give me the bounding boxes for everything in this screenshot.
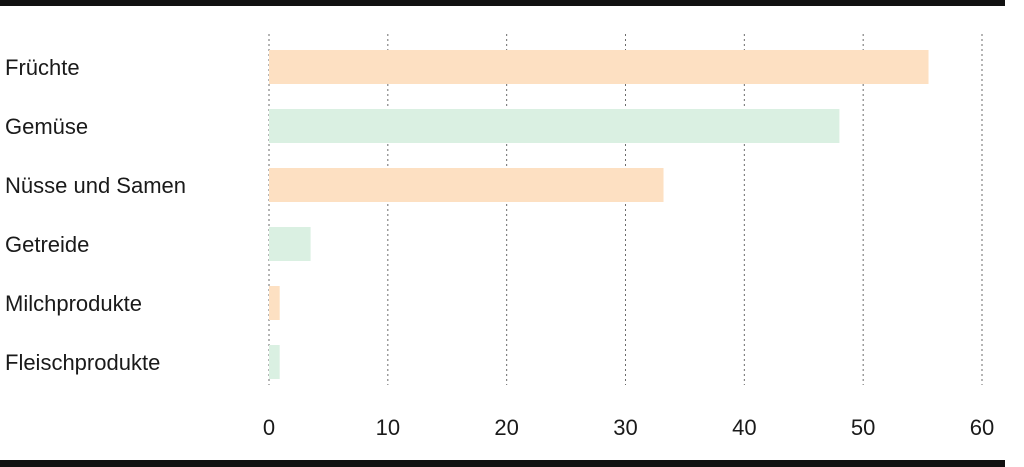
category-label: Fleischprodukte <box>5 350 160 375</box>
bar-1 <box>269 109 840 143</box>
bar-5 <box>269 345 280 379</box>
category-labels: Früchte Gemüse Nüsse und Samen Getreide Milc… <box>5 55 186 375</box>
gridlines <box>268 34 983 385</box>
x-tick-label: 10 <box>376 415 400 440</box>
x-tick-label: 60 <box>970 415 994 440</box>
bar-0 <box>269 50 929 84</box>
x-tick-label: 20 <box>494 415 518 440</box>
category-label: Milchprodukte <box>5 291 142 316</box>
x-tick-label: 0 <box>263 415 275 440</box>
bars <box>269 50 929 379</box>
x-axis-tick-labels: 0 10 20 30 40 50 60 <box>263 415 994 440</box>
bar-4 <box>269 286 280 320</box>
bar-3 <box>269 227 311 261</box>
x-tick-label: 40 <box>732 415 756 440</box>
category-label: Früchte <box>5 55 80 80</box>
bottom-rule <box>0 460 1005 467</box>
category-label: Getreide <box>5 232 89 257</box>
category-label: Nüsse und Samen <box>5 173 186 198</box>
x-tick-label: 30 <box>613 415 637 440</box>
x-tick-label: 50 <box>851 415 875 440</box>
category-label: Gemüse <box>5 114 88 139</box>
bar-2 <box>269 168 664 202</box>
top-rule <box>0 0 1005 6</box>
